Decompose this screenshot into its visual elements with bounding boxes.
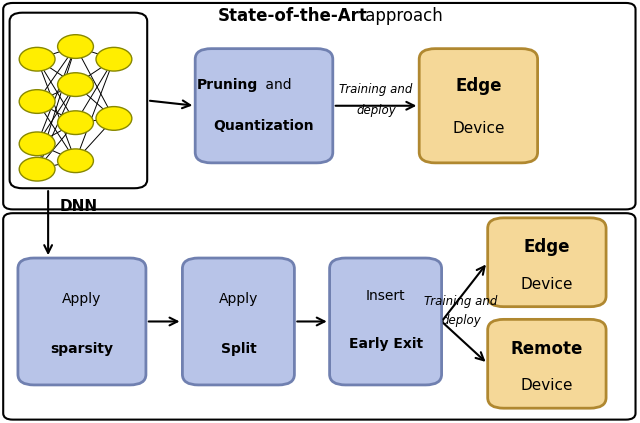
FancyBboxPatch shape [18,258,146,385]
FancyBboxPatch shape [3,3,636,209]
Text: Quantization: Quantization [214,119,314,133]
FancyBboxPatch shape [195,49,333,163]
Text: deploy: deploy [441,314,481,327]
Text: Insert: Insert [366,289,405,303]
Circle shape [58,35,93,58]
Text: Device: Device [520,379,573,393]
Text: Edge: Edge [455,77,502,95]
Circle shape [19,47,55,71]
FancyBboxPatch shape [3,213,636,420]
Text: sparsity: sparsity [51,342,113,357]
FancyBboxPatch shape [419,49,538,163]
Circle shape [19,90,55,113]
Circle shape [96,47,132,71]
Text: Pruning: Pruning [196,78,257,92]
Text: Apply: Apply [219,291,258,306]
FancyBboxPatch shape [488,319,606,408]
Text: Apply: Apply [62,291,102,306]
FancyBboxPatch shape [488,218,606,307]
Circle shape [58,73,93,96]
Circle shape [58,111,93,135]
Circle shape [58,149,93,173]
Text: Early Exit: Early Exit [349,337,422,352]
Text: State-of-the-Art: State-of-the-Art [218,7,367,25]
Text: Device: Device [452,121,505,136]
FancyBboxPatch shape [182,258,294,385]
Text: DNN: DNN [60,199,97,214]
Circle shape [96,107,132,130]
Circle shape [19,157,55,181]
Text: Remote: Remote [511,340,583,358]
Text: deploy: deploy [356,104,396,117]
Text: approach: approach [360,7,442,25]
Text: Edge: Edge [524,238,570,256]
Circle shape [19,132,55,156]
Text: Training and: Training and [339,83,413,96]
Text: Split: Split [221,342,256,357]
FancyBboxPatch shape [10,13,147,188]
Text: Device: Device [520,277,573,292]
Text: and: and [261,78,291,92]
FancyBboxPatch shape [330,258,442,385]
Text: Training and: Training and [424,295,498,308]
